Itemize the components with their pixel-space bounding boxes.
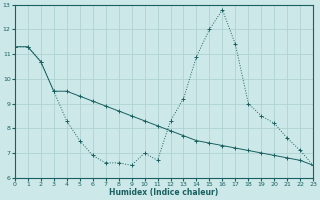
X-axis label: Humidex (Indice chaleur): Humidex (Indice chaleur)	[109, 188, 219, 197]
